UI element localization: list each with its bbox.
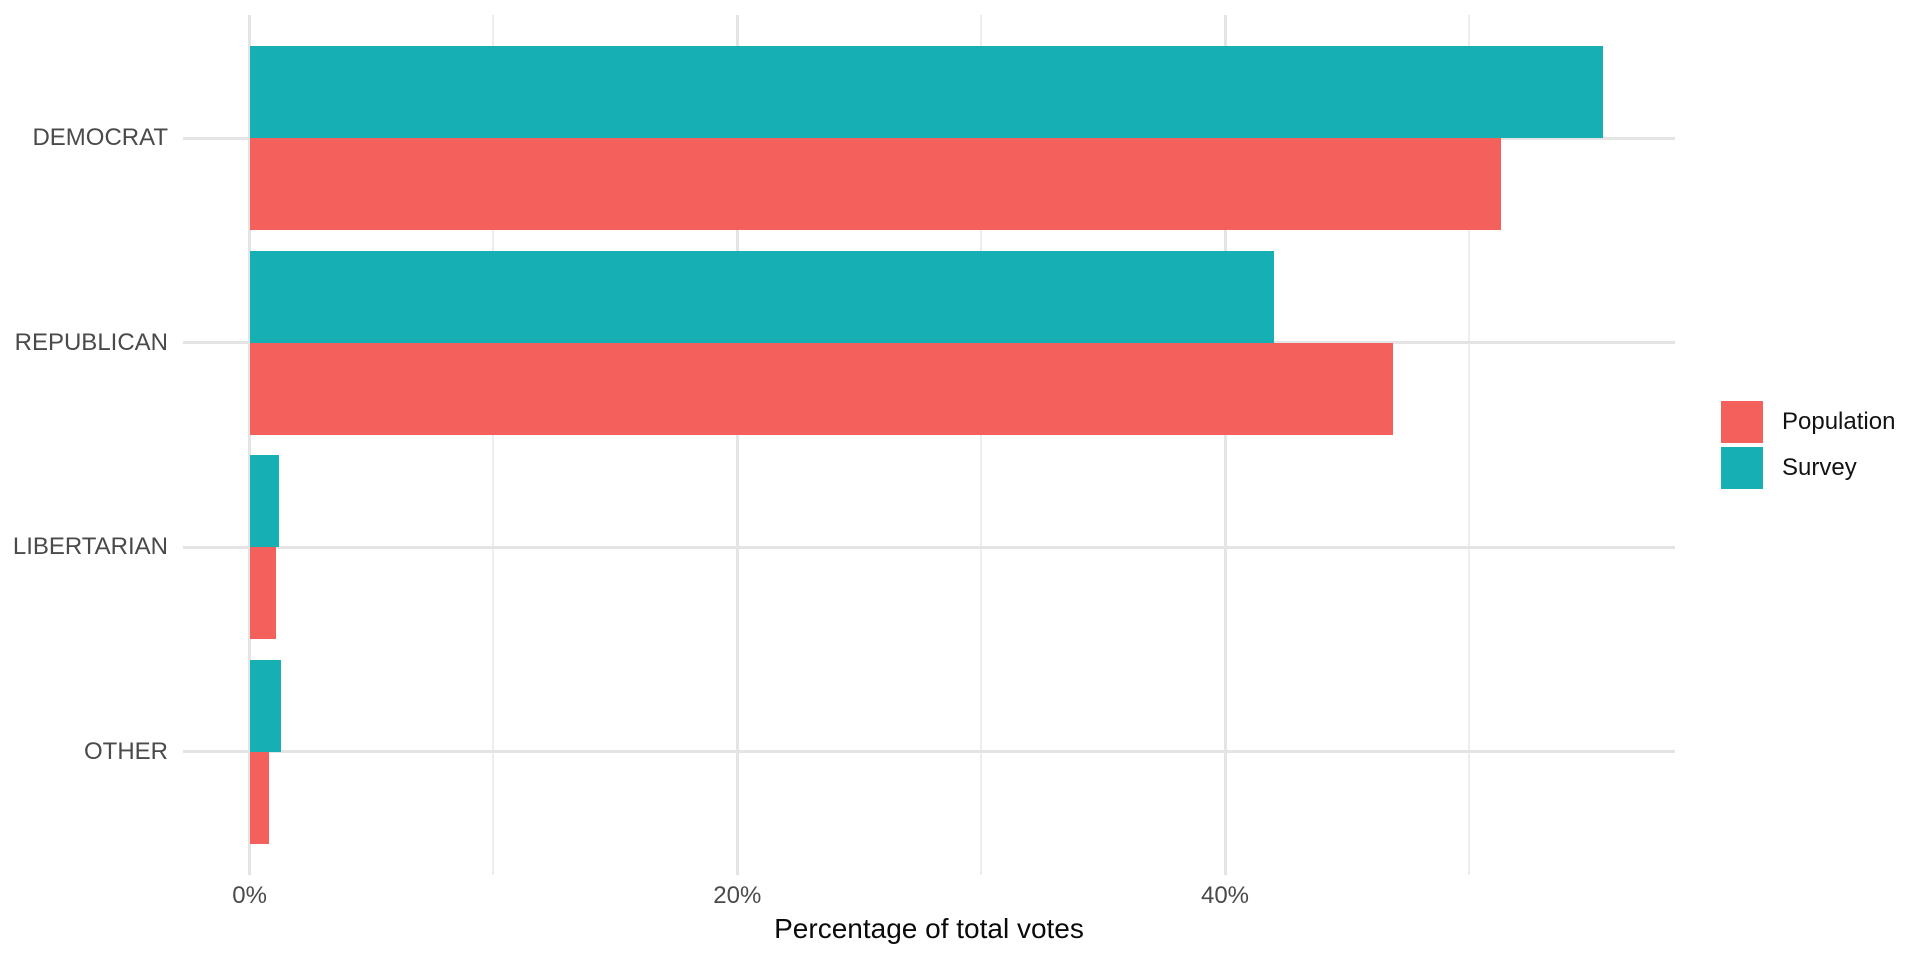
legend-swatch-survey [1721, 447, 1763, 489]
bar-other-population [249, 751, 270, 844]
gridline-vertical-minor-10 [492, 15, 495, 875]
gridline-vertical-major-40 [1223, 15, 1227, 875]
legend-label-population: Population [1782, 408, 1896, 435]
legend-label-survey: Survey [1782, 454, 1857, 481]
bar-democrat-survey [249, 46, 1603, 138]
bar-democrat-population [249, 138, 1501, 230]
legend-swatch-population [1721, 401, 1763, 443]
bar-republican-population [249, 342, 1394, 435]
category-label-republican: REPUBLICAN [14, 328, 168, 356]
x-tick-label-40: 40% [1200, 882, 1250, 909]
gridline-vertical-minor-30 [980, 15, 983, 875]
gridline-vertical-minor-50 [1467, 15, 1470, 875]
gridline-horizontal-libertarian [183, 545, 1675, 549]
bar-republican-survey [249, 250, 1274, 343]
category-label-democrat: DEMOCRAT [32, 124, 168, 151]
bar-other-survey [249, 659, 282, 752]
x-tick-label-20: 20% [713, 882, 762, 909]
legend-row-survey: Survey [1721, 447, 1895, 489]
gridline-vertical-major-20 [735, 15, 739, 875]
bar-libertarian-survey [249, 455, 279, 547]
x-tick-label-0: 0% [232, 882, 267, 909]
gridline-horizontal-other [183, 750, 1675, 753]
category-label-libertarian: LIBERTARIAN [12, 533, 168, 560]
legend-row-population: Population [1721, 401, 1895, 443]
x-axis-title: Percentage of total votes [774, 913, 1084, 944]
gridline-vertical-major-0 [248, 15, 252, 875]
plot-panel [183, 15, 1675, 875]
legend: Population Survey [1721, 401, 1895, 493]
category-label-other: OTHER [84, 737, 168, 765]
bar-libertarian-population [249, 547, 277, 639]
